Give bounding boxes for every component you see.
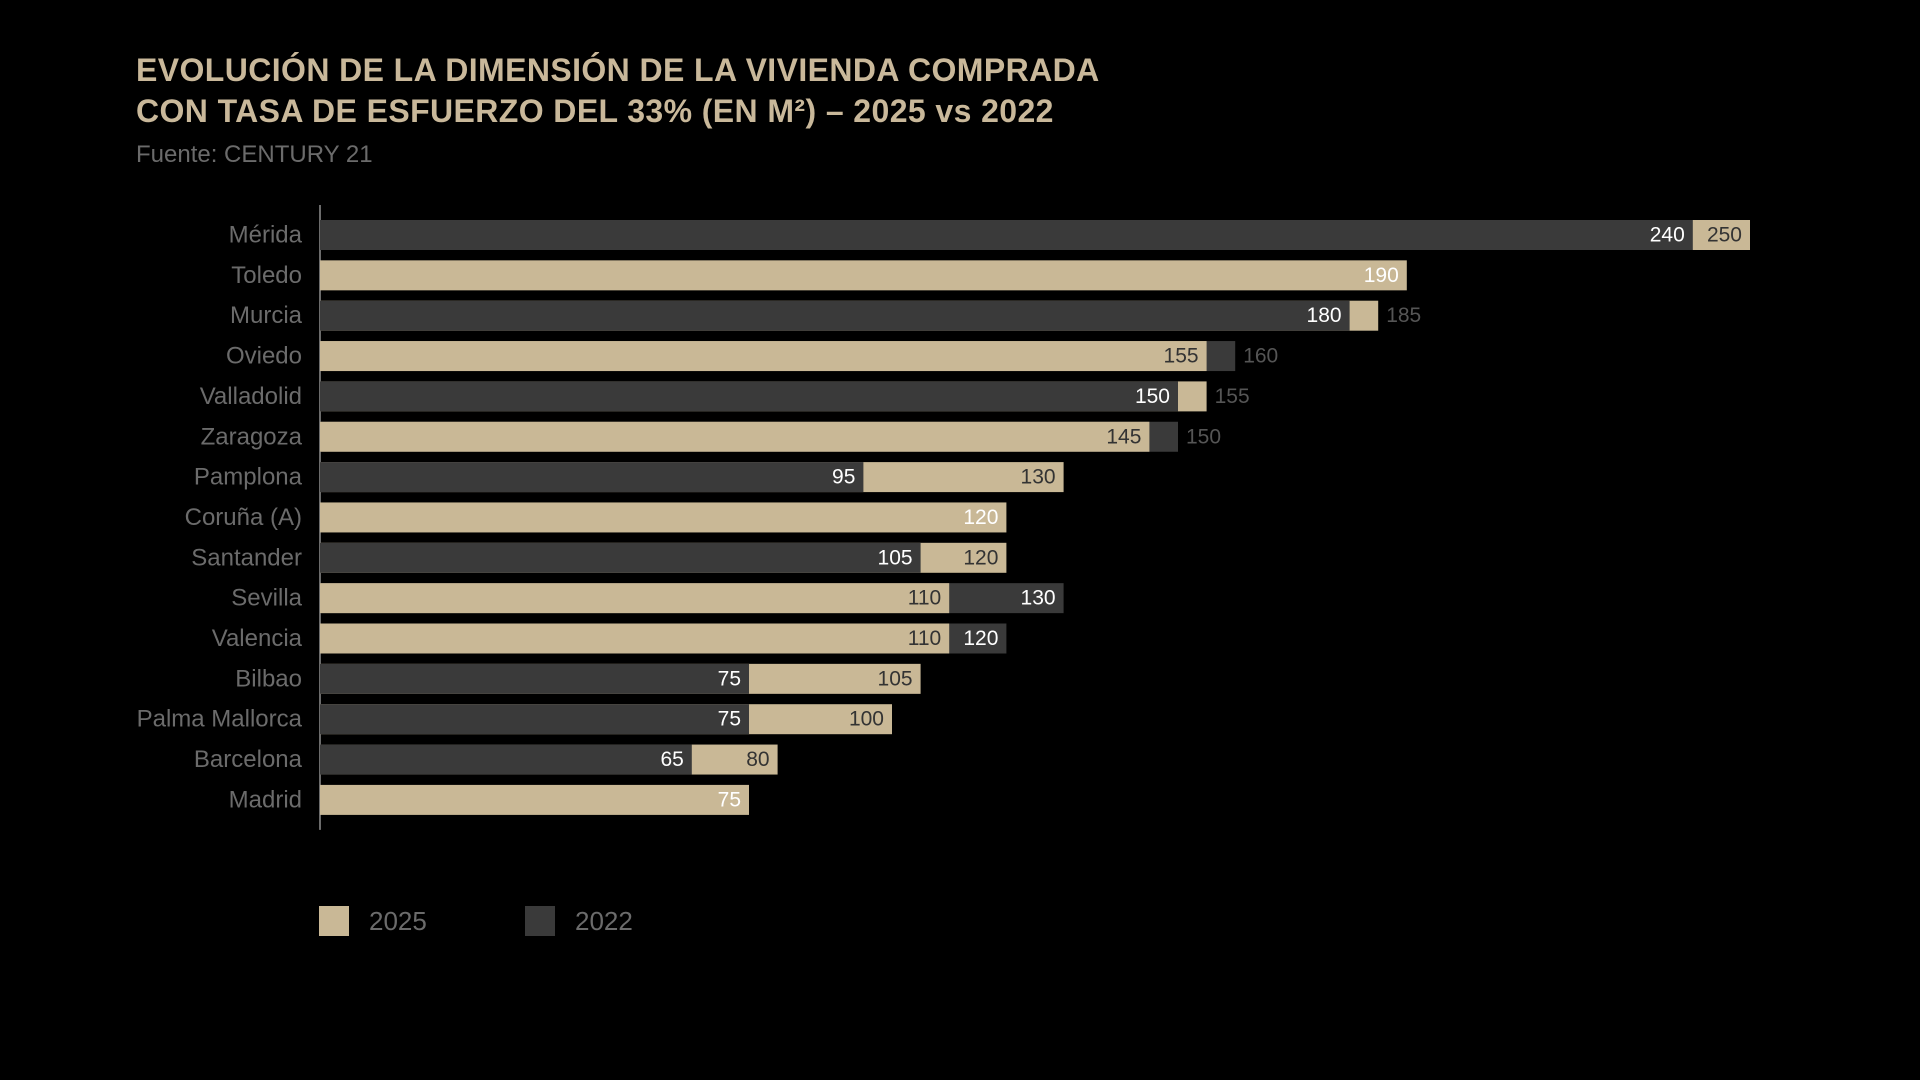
category-label-murcia: Murcia	[230, 302, 303, 329]
value-label-2025-valladolid: 155	[1215, 385, 1250, 408]
value-label-2022-murcia: 180	[1307, 304, 1342, 327]
legend-swatch-2022	[525, 906, 555, 936]
category-label-madrid: Madrid	[229, 786, 302, 813]
legend-label-2025: 2025	[369, 905, 427, 936]
bar-2022-santander	[320, 542, 921, 573]
bar-2022-valladolid	[320, 381, 1178, 412]
chart-title-line-2: CON TASA DE ESFUERZO DEL 33% (EN M²) – 2…	[136, 93, 1054, 129]
bar-2022-murcia	[320, 300, 1350, 331]
value-label-2022-valencia: 120	[963, 627, 998, 650]
value-label-toledo: 190	[1364, 264, 1399, 287]
category-label-pamplona: Pamplona	[194, 464, 303, 491]
value-label-2022-santander: 105	[878, 546, 913, 569]
value-label-2022-barcelona: 65	[660, 748, 683, 771]
category-label-toledo: Toledo	[231, 262, 302, 289]
value-label-2025-sevilla: 110	[908, 587, 941, 610]
category-label-sevilla: Sevilla	[231, 585, 302, 612]
category-label-m-rida: Mérida	[229, 222, 303, 249]
value-label-madrid: 75	[718, 788, 741, 811]
bar-2025-madrid	[320, 784, 749, 815]
value-label-2025-santander: 120	[963, 546, 998, 569]
category-label-palma-mallorca: Palma Mallorca	[137, 706, 303, 733]
value-label-2025-pamplona: 130	[1021, 466, 1056, 489]
value-label-coru-a-a-: 120	[963, 506, 998, 529]
category-label-coru-a-a-: Coruña (A)	[185, 504, 302, 531]
category-label-zaragoza: Zaragoza	[201, 423, 303, 450]
bar-2022-barcelona	[320, 744, 692, 775]
value-label-2025-m-rida: 250	[1707, 224, 1742, 247]
legend-item-2022: 2022	[525, 905, 633, 937]
bar-2022-m-rida	[320, 220, 1693, 250]
value-label-2025-palma-mallorca: 100	[849, 708, 884, 731]
chart-title-line-1: EVOLUCIÓN DE LA DIMENSIÓN DE LA VIVIENDA…	[136, 52, 1100, 88]
value-label-2022-palma-mallorca: 75	[718, 708, 741, 731]
category-label-santander: Santander	[191, 544, 302, 571]
bar-2022-palma-mallorca	[320, 704, 749, 735]
legend-swatch-2025	[319, 906, 349, 936]
legend-label-2022: 2022	[575, 905, 633, 936]
value-label-2025-barcelona: 80	[746, 748, 769, 771]
category-label-valencia: Valencia	[212, 625, 303, 652]
bar-2025-zaragoza	[320, 421, 1150, 452]
value-label-2025-bilbao: 105	[878, 667, 913, 690]
bar-2025-oviedo	[320, 341, 1207, 372]
value-label-2025-murcia: 185	[1386, 304, 1421, 327]
value-label-2022-m-rida: 240	[1650, 224, 1685, 247]
bar-2022-pamplona	[320, 462, 864, 493]
legend-item-2025: 2025	[319, 905, 427, 937]
value-label-2022-bilbao: 75	[718, 667, 741, 690]
category-label-barcelona: Barcelona	[194, 746, 303, 773]
value-label-2022-oviedo: 160	[1243, 345, 1278, 368]
chart-title: EVOLUCIÓN DE LA DIMENSIÓN DE LA VIVIENDA…	[136, 50, 1100, 132]
chart-source: Fuente: CENTURY 21	[136, 141, 373, 168]
value-label-2025-zaragoza: 145	[1106, 425, 1141, 448]
value-label-2022-valladolid: 150	[1135, 385, 1170, 408]
value-label-2025-valencia: 110	[908, 627, 941, 650]
value-label-2022-sevilla: 130	[1021, 587, 1056, 610]
category-label-oviedo: Oviedo	[226, 343, 302, 370]
value-label-2022-zaragoza: 150	[1186, 425, 1221, 448]
bar-2025-valencia	[320, 623, 950, 654]
value-label-2022-pamplona: 95	[832, 466, 855, 489]
bar-2025-sevilla	[320, 583, 950, 614]
bar-2022-bilbao	[320, 663, 749, 694]
bar-2025-coru-a-a-	[320, 502, 1007, 533]
category-label-bilbao: Bilbao	[235, 665, 302, 692]
value-label-2025-oviedo: 155	[1164, 345, 1199, 368]
bar-2025-toledo	[320, 260, 1407, 291]
category-label-valladolid: Valladolid	[200, 383, 302, 410]
